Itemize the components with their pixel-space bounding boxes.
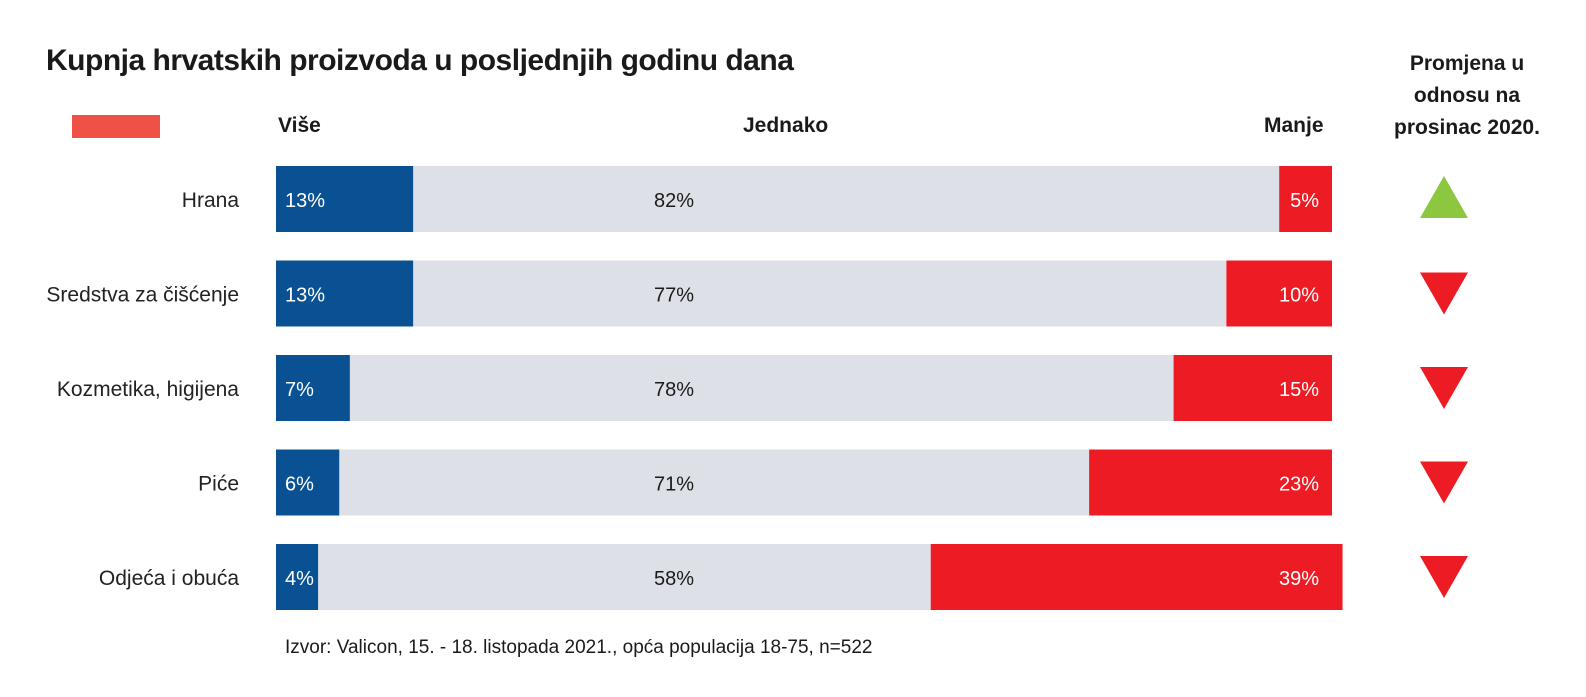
- category-label: Piće: [198, 473, 239, 496]
- data-label-less: 5%: [1290, 190, 1319, 212]
- category-label: Kozmetika, higijena: [57, 378, 239, 401]
- triangle-down-icon: [1420, 461, 1468, 504]
- triangle-down-icon: [1420, 272, 1468, 315]
- data-label-equal: 71%: [654, 474, 694, 496]
- data-label-equal: 58%: [654, 568, 694, 590]
- legend-swatch: [72, 115, 160, 138]
- data-label-less: 39%: [1279, 568, 1319, 590]
- change-header-line-2: odnosu na: [1413, 84, 1521, 107]
- legend-label-equal: Jednako: [743, 114, 829, 137]
- bar-more: [276, 166, 414, 232]
- change-column-header: Promjena u odnosu na prosinac 2020.: [1356, 48, 1578, 144]
- data-label-more: 4%: [285, 568, 314, 590]
- data-label-more: 6%: [285, 474, 314, 496]
- data-label-equal: 82%: [654, 190, 694, 212]
- bar-equal: [318, 544, 931, 610]
- data-label-equal: 78%: [654, 379, 694, 401]
- data-label-less: 23%: [1279, 474, 1319, 496]
- bar-less: [1279, 166, 1332, 232]
- data-label-equal: 77%: [654, 285, 694, 307]
- triangle-down-icon: [1420, 556, 1468, 598]
- data-label-more: 13%: [285, 285, 325, 307]
- category-label: Odjeća i obuća: [99, 567, 239, 590]
- chart-title: Kupnja hrvatskih proizvoda u posljednjih…: [46, 44, 794, 77]
- bar-less: [930, 544, 1343, 610]
- bar-equal: [413, 166, 1280, 232]
- bar-equal: [339, 449, 1090, 516]
- bar-less: [1173, 355, 1332, 421]
- data-label-more: 7%: [285, 379, 314, 401]
- category-label: Sredstva za čišćenje: [46, 284, 239, 307]
- triangle-up-icon: [1420, 176, 1468, 218]
- legend-label-less: Manje: [1264, 114, 1324, 137]
- change-header-line-1: Promjena u: [1409, 52, 1525, 75]
- bar-more: [276, 260, 414, 327]
- triangle-down-icon: [1420, 367, 1468, 409]
- bar-less: [1089, 449, 1332, 516]
- data-label-less: 15%: [1279, 379, 1319, 401]
- change-header-line-3: prosinac 2020.: [1394, 116, 1540, 139]
- bar-more: [276, 544, 319, 610]
- category-label: Hrana: [182, 189, 240, 212]
- bar-less: [1226, 260, 1332, 327]
- bar-more: [276, 355, 350, 421]
- bar-more: [276, 449, 340, 516]
- bar-equal: [349, 355, 1174, 421]
- source-note: Izvor: Valicon, 15. - 18. listopada 2021…: [285, 637, 873, 658]
- legend-label-more: Više: [278, 114, 321, 137]
- bar-equal: [413, 260, 1227, 327]
- data-label-less: 10%: [1279, 285, 1319, 307]
- data-label-more: 13%: [285, 190, 325, 212]
